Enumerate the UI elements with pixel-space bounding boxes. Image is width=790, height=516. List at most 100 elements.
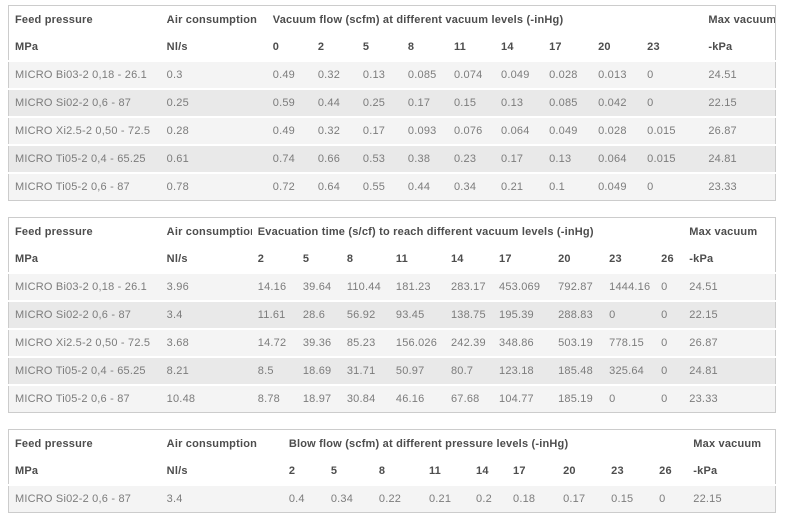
value-cell: 0.34	[330, 493, 354, 505]
value-cell: 0	[661, 309, 668, 321]
value-cell: 0.064	[501, 125, 530, 137]
value-cell: 0.17	[563, 493, 586, 505]
level-column-header: 8	[401, 33, 448, 61]
level-column-header: 26	[655, 245, 684, 273]
air-consumption-cell: 0.25	[166, 97, 189, 109]
air-consumption-unit: Nl/s	[160, 245, 252, 273]
max-vacuum-cell: 26.87	[689, 337, 718, 349]
level-column-header: 23	[603, 245, 656, 273]
value-cell: 0.32	[317, 69, 341, 81]
table-row: MICRO Ti05-2 0,4 - 65.25 0.61 0.74 0.66 0.53…	[8, 145, 776, 173]
table-row: MICRO Ti05-2 0,4 - 65.25 8.21 8.5 18.69 31.7…	[8, 357, 776, 385]
model-cell: MICRO Ti05-2 0,6 - 87	[15, 393, 130, 405]
air-consumption-unit: Nl/s	[160, 457, 283, 485]
header-row: Feed pressure Air consumption Evacuation…	[8, 217, 776, 245]
value-cell: 181.23	[395, 281, 431, 293]
level-column-header: 20	[592, 33, 642, 61]
value-cell: 0.21	[428, 493, 452, 505]
value-cell: 0.15	[453, 97, 477, 109]
table-row: MICRO Bi03-2 0,18 - 26.1 0.3 0.49 0.32 0.13 0…	[8, 61, 776, 89]
value-cell: 0	[609, 309, 616, 321]
model-cell: MICRO Si02-2 0,6 - 87	[15, 97, 132, 109]
value-cell: 348.86	[499, 337, 534, 349]
value-cell: 288.83	[558, 309, 593, 321]
max-vacuum-cell: 24.51	[689, 281, 718, 293]
air-consumption-header: Air consumption	[160, 429, 283, 457]
level-column-header: 23	[605, 457, 654, 485]
level-column-header: 8	[372, 457, 423, 485]
value-cell: 185.19	[558, 393, 593, 405]
value-cell: 0	[659, 493, 666, 505]
air-consumption-header: Air consumption	[160, 217, 252, 245]
value-cell: 453.069	[499, 281, 541, 293]
feed-pressure-header: Feed pressure	[8, 217, 161, 245]
level-column-header: 11	[389, 245, 445, 273]
feed-pressure-unit: MPa	[8, 245, 161, 273]
value-cell: 0	[661, 365, 668, 377]
value-cell: 0.17	[501, 153, 524, 165]
table-row: MICRO Si02-2 0,6 - 87 0.25 0.59 0.44 0.25 0.1…	[8, 89, 776, 117]
value-cell: 0.015	[647, 153, 676, 165]
table-header: Feed pressure Air consumption Evacuation…	[8, 217, 776, 273]
value-cell: 0.18	[513, 493, 536, 505]
max-vacuum-header: Max vacuum	[687, 429, 776, 457]
value-cell: 0.028	[549, 69, 578, 81]
max-vacuum-cell: 26.87	[708, 125, 737, 137]
value-cell: 0.44	[317, 97, 341, 109]
value-cell: 0	[647, 69, 654, 81]
value-cell: 1444.16	[609, 281, 651, 293]
value-cell: 503.19	[558, 337, 593, 349]
value-cell: 0.49	[272, 125, 295, 137]
level-column-header: 17	[543, 33, 593, 61]
value-cell: 0.085	[549, 97, 578, 109]
value-cell: 0.4	[288, 493, 305, 505]
air-consumption-cell: 8.21	[166, 365, 189, 377]
table-body: MICRO Bi03-2 0,18 - 26.1 3.96 14.16 39.64 11…	[8, 273, 776, 413]
value-cell: 0	[647, 181, 654, 193]
feed-pressure-header: Feed pressure	[8, 5, 161, 33]
max-vacuum-header: Max vacuum	[702, 5, 776, 33]
value-cell: 0	[609, 393, 616, 405]
value-cell: 18.97	[302, 393, 332, 405]
value-cell: 14.72	[257, 337, 287, 349]
value-cell: 0	[661, 393, 668, 405]
value-cell: 30.84	[346, 393, 376, 405]
value-cell: 0.53	[362, 153, 386, 165]
vacuum-flow-table: Feed pressure Air consumption Vacuum flo…	[8, 5, 776, 201]
value-cell: 0.13	[549, 153, 572, 165]
value-cell: 0.2	[476, 493, 492, 505]
air-consumption-header: Air consumption	[160, 5, 267, 33]
air-consumption-cell: 3.4	[166, 309, 183, 321]
table-header: Feed pressure Air consumption Vacuum flo…	[8, 5, 776, 61]
value-cell: 0.15	[611, 493, 634, 505]
value-cell: 138.75	[450, 309, 486, 321]
value-cell: 11.61	[257, 309, 286, 321]
value-cell: 93.45	[395, 309, 425, 321]
air-consumption-unit: Nl/s	[160, 33, 267, 61]
air-consumption-cell: 0.61	[166, 153, 189, 165]
units-row: MPa Nl/s 0 2 5 8 11 14 17 20 23 -kPa	[8, 33, 776, 61]
value-cell: 0.23	[453, 153, 477, 165]
value-cell: 14.16	[257, 281, 287, 293]
air-consumption-cell: 3.96	[166, 281, 189, 293]
level-column-header: 8	[340, 245, 390, 273]
units-row: MPa Nl/s 2 5 8 11 14 17 20 23 26 -kPa	[8, 457, 776, 485]
level-column-header: 20	[552, 245, 604, 273]
model-cell: MICRO Xi2.5-2 0,50 - 72.5	[15, 125, 151, 137]
value-cell: 0.34	[453, 181, 477, 193]
value-cell: 80.7	[450, 365, 474, 377]
level-column-header: 2	[251, 245, 297, 273]
value-cell: 46.16	[395, 393, 425, 405]
value-cell: 0.049	[501, 69, 530, 81]
value-cell: 0.13	[501, 97, 524, 109]
value-cell: 110.44	[346, 281, 381, 293]
level-column-header: 5	[296, 245, 341, 273]
value-cell: 0.17	[407, 97, 431, 109]
air-consumption-cell: 0.28	[166, 125, 189, 137]
value-cell: 792.87	[558, 281, 593, 293]
value-cell: 0.66	[317, 153, 341, 165]
value-cell: 39.36	[302, 337, 332, 349]
value-cell: 31.71	[346, 365, 376, 377]
value-cell: 0	[661, 281, 668, 293]
value-cell: 0.074	[453, 69, 483, 81]
